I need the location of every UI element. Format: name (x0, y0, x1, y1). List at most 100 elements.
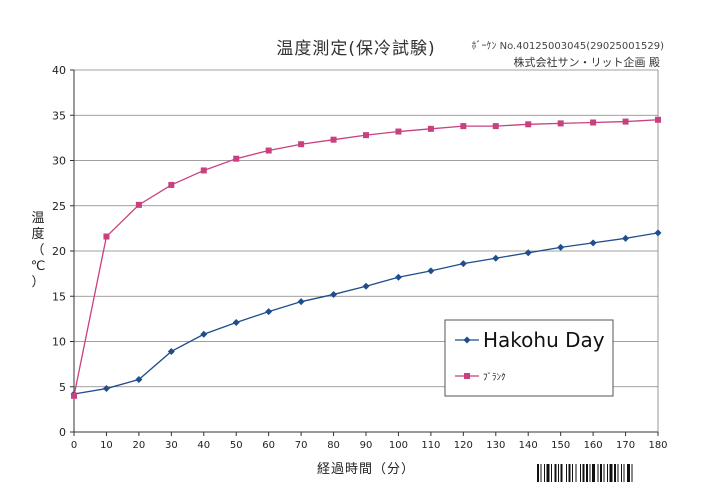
barcode-bar (551, 464, 552, 482)
barcode-bar (607, 464, 608, 482)
barcode-bar (586, 464, 588, 482)
barcode-bar (554, 464, 557, 482)
y-tick-label: 0 (59, 426, 66, 439)
data-point (590, 119, 597, 126)
barcode-bar (623, 464, 625, 482)
legend-label: ﾌﾞﾗﾝｸ (483, 372, 506, 383)
data-point (200, 330, 208, 338)
barcode-bar (540, 464, 542, 482)
barcode-bar (592, 464, 595, 482)
y-tick-label: 35 (52, 109, 66, 122)
barcode-bar (617, 464, 619, 482)
data-point (102, 385, 110, 393)
data-point (168, 181, 175, 188)
barcode-bar (609, 464, 613, 482)
barcode-bar (537, 464, 539, 482)
barcode-bar (568, 464, 571, 482)
x-tick-label: 60 (262, 440, 275, 451)
data-point (525, 121, 532, 128)
data-point (265, 147, 272, 154)
legend: Hakohu Day ﾌﾞﾗﾝｸ (444, 319, 614, 397)
data-point (71, 392, 77, 399)
barcode-bar (575, 464, 577, 482)
barcode-bar (603, 464, 605, 482)
data-point (427, 267, 435, 275)
barcode-bar (614, 464, 616, 482)
data-point (298, 141, 305, 148)
x-tick-label: 130 (486, 440, 505, 451)
data-point (135, 201, 142, 208)
data-point (233, 155, 240, 162)
data-point (654, 229, 662, 237)
data-point (135, 376, 143, 384)
y-tick-label: 40 (52, 64, 66, 77)
barcode-bar (582, 464, 585, 482)
y-axis-label: 温度（℃） (31, 211, 46, 290)
data-point (622, 118, 629, 125)
data-point (459, 260, 467, 268)
barcode-bar (558, 464, 559, 482)
x-tick-label: 20 (133, 440, 146, 451)
data-point (589, 239, 597, 247)
barcode-bar (597, 464, 599, 482)
x-tick-label: 100 (389, 440, 408, 451)
y-tick-label: 5 (59, 381, 66, 394)
barcode-bar (546, 464, 550, 482)
data-point (427, 125, 434, 132)
legend-marker (463, 336, 471, 344)
x-tick-label: 120 (454, 440, 473, 451)
barcode-bar (600, 464, 602, 482)
barcode-bar (631, 464, 633, 482)
x-axis-label: 経過時間（分） (317, 462, 415, 477)
data-point (330, 290, 338, 298)
barcode-bar (572, 464, 573, 482)
data-point (395, 128, 402, 135)
data-point (557, 120, 564, 127)
data-point (362, 282, 370, 290)
barcode-bar (566, 464, 567, 482)
x-tick-label: 170 (616, 440, 635, 451)
x-tick-label: 40 (197, 440, 210, 451)
x-tick-label: 80 (327, 440, 340, 451)
series-blank (71, 116, 661, 399)
data-point (363, 132, 369, 139)
data-point (492, 254, 500, 262)
reference-number: ﾎﾞｰｹﾝ No.40125003045(29025001529) (471, 41, 664, 52)
data-point (265, 308, 273, 316)
y-tick-label: 15 (52, 290, 66, 303)
chart-title: 温度測定(保冷試験) (276, 39, 436, 59)
data-point (524, 249, 532, 257)
y-tick-label: 30 (52, 155, 66, 168)
data-point (330, 136, 337, 143)
barcode-bar (580, 464, 581, 482)
legend-marker (464, 373, 470, 379)
axes: 0 5 10 15 20 25 30 35 40 0 10 20 30 40 50 60 70 80 90 100 11… (31, 64, 668, 477)
data-point (394, 273, 402, 281)
x-tick-label: 30 (165, 440, 178, 451)
x-tick-label: 160 (584, 440, 603, 451)
x-tick-label: 110 (421, 440, 440, 451)
barcode-bar (589, 464, 591, 482)
x-tick-label: 70 (295, 440, 308, 451)
x-tick-label: 50 (230, 440, 243, 451)
data-point (167, 347, 175, 355)
x-tick-label: 140 (519, 440, 538, 451)
data-point (232, 318, 240, 326)
x-tick-label: 180 (648, 440, 667, 451)
barcode-bar (627, 464, 630, 482)
barcode-bar (621, 464, 622, 482)
data-point (492, 123, 499, 130)
y-tick-label: 20 (52, 245, 66, 258)
barcode-image (537, 464, 633, 482)
y-tick-label: 10 (52, 336, 66, 349)
company-name: 株式会社サン・リット企画 殿 (513, 56, 661, 69)
data-point (297, 298, 305, 306)
data-series (70, 116, 662, 399)
barcode-bar (560, 464, 563, 482)
data-point (655, 116, 661, 123)
legend-box (444, 319, 614, 397)
data-point (557, 243, 565, 251)
data-point (460, 123, 467, 130)
y-tick-label: 25 (52, 200, 66, 213)
data-point (622, 234, 630, 242)
